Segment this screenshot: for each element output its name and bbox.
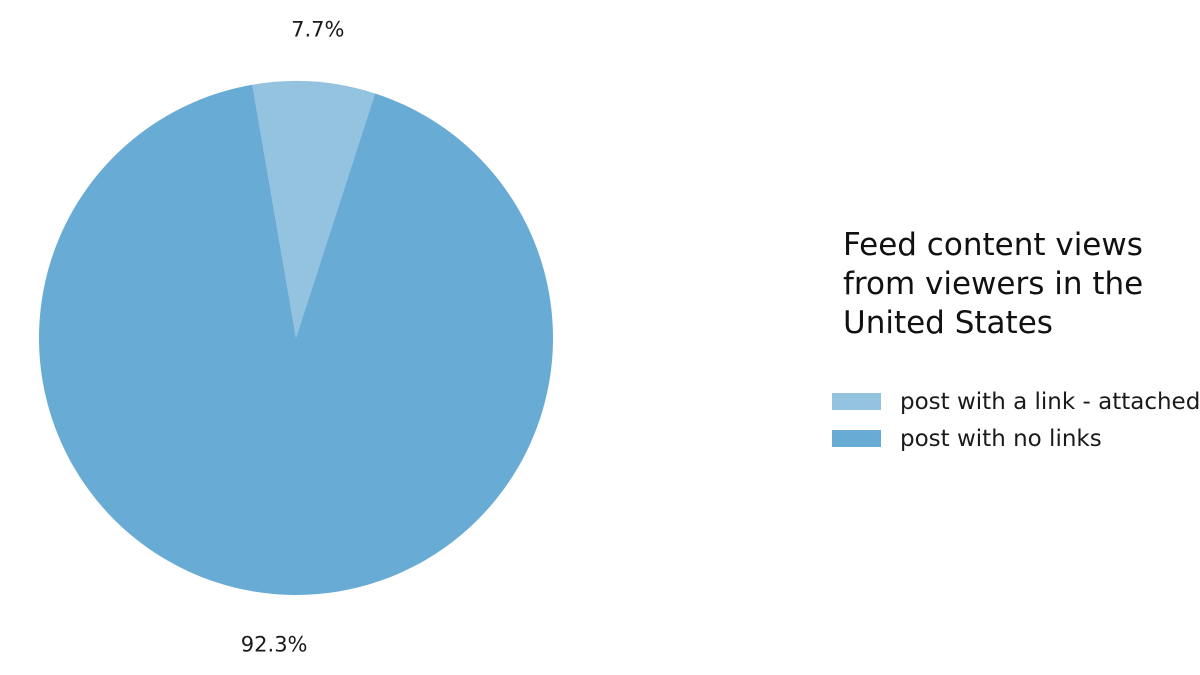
legend-swatch [832,393,881,410]
legend-label: post with a link - attached [900,388,1200,415]
pie-slices [39,81,554,595]
pie-labels: 7.7% 92.3% [241,17,345,656]
pie-slice-2-percent-label: 92.3% [241,633,308,657]
pie-slice-1-percent-label: 7.7% [291,17,344,41]
legend-entry-2: post with no links [832,420,1200,457]
legend-title: Feed content views from viewers in the U… [843,227,1144,341]
pie-slice-1 [252,81,376,338]
legend-entry-1: post with a link - attached [832,383,1200,420]
legend: Feed content views from viewers in the U… [832,226,1200,457]
legend-swatch [832,430,881,447]
legend-entries: post with a link - attached post with no … [832,383,1200,457]
pie-slice-2 [39,84,554,595]
legend-label: post with no links [900,425,1102,452]
